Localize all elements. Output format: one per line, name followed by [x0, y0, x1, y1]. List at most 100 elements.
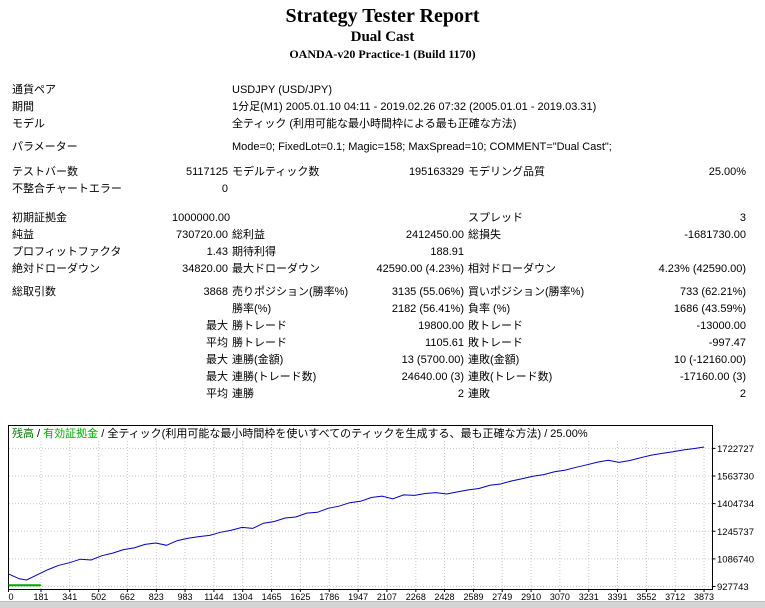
chart-caption-part: /: [34, 428, 43, 440]
stat-label: 買いポジション(勝率%): [468, 286, 585, 298]
stat-value: 0: [221, 183, 228, 195]
x-axis-label: 3552: [636, 592, 656, 601]
stat-label: 敗トレード: [468, 320, 523, 332]
stat-label: 連敗(トレード数): [468, 371, 553, 383]
stat-label: 売りポジション(勝率%): [232, 286, 349, 298]
chart-caption-part: 残高: [12, 426, 34, 440]
balance-chart-svg: 927743 1086740 1245737 1404734 1563730 172272…: [8, 425, 754, 601]
stat-label: [10, 386, 170, 403]
stat-label: USDJPY (USD/JPY): [232, 84, 333, 96]
server-info: OANDA-v20 Practice-1 (Build 1170): [289, 47, 476, 61]
stat-label: 敗トレード: [468, 337, 523, 349]
x-axis-label: 3873: [694, 592, 714, 601]
stat-label: Mode=0; FixedLot=0.1; Magic=158; MaxSpre…: [232, 141, 612, 153]
stat-value: 1.43: [206, 246, 228, 258]
chart-caption-part: / 全ティック(利用可能な最小時間枠を使いすべてのティックを生成する、最も正確な…: [98, 426, 588, 440]
x-axis-label: 2428: [435, 592, 455, 601]
stat-label: [10, 318, 170, 335]
chart-plot-area: [8, 425, 713, 590]
balance-line: [8, 446, 705, 581]
stat-label: 通貨ペア: [12, 84, 56, 96]
stat-value: [170, 301, 230, 318]
x-axis-label: 1625: [290, 592, 310, 601]
stat-label: [230, 181, 748, 198]
table-row: パラメーター Mode=0; FixedLot=0.1; Magic=158; M…: [10, 139, 748, 156]
stat-value: 188.91: [430, 246, 464, 258]
x-axis-label: 3231: [579, 592, 599, 601]
spacer-cell: [10, 156, 748, 164]
stat-value: 42590.00 (4.23%): [376, 263, 464, 275]
y-axis-label: 1086740: [717, 554, 754, 565]
stat-value: 3: [739, 212, 747, 224]
table-row: 平均 連勝 2 連敗 2: [10, 386, 748, 403]
stat-label: 総損失: [468, 229, 501, 241]
stat-label: 全ティック (利用可能な最小時間枠による最も正確な方法): [232, 118, 517, 130]
table-row: モデル 全ティック (利用可能な最小時間枠による最も正確な方法): [10, 116, 748, 133]
stats-table: 通貨ペア USDJPY (USD/JPY) 期間 1分足(M1) 2005.01.10…: [10, 82, 748, 403]
stat-value: -997.47: [708, 337, 747, 349]
stat-value: -17160.00 (3): [680, 371, 747, 383]
stat-label: スプレッド: [468, 212, 523, 224]
stat-label: モデリング品質: [468, 166, 545, 178]
spacer-row: [10, 156, 748, 164]
spacer-row: [10, 198, 748, 210]
stat-value: 3868: [203, 286, 228, 298]
x-axis-label: 181: [33, 592, 48, 601]
table-row: 総取引数 3868 売りポジション(勝率%) 3135 (55.06%) 買いポジション…: [10, 284, 748, 301]
stat-value: 34820.00: [182, 263, 228, 275]
x-axis-label: 2749: [492, 592, 512, 601]
stat-value: 2182 (56.41%): [391, 303, 464, 315]
x-axis-label: 662: [120, 592, 135, 601]
x-axis-label: 0: [8, 592, 13, 601]
stat-label: [10, 352, 170, 369]
stat-label: 期間: [12, 101, 34, 113]
x-axis-label: 1786: [319, 592, 339, 601]
x-axis-label: 823: [149, 592, 164, 601]
x-axis-label: 1465: [262, 592, 282, 601]
stat-label: [10, 369, 170, 386]
table-row: プロフィットファクタ 1.43 期待利得 188.91: [10, 244, 748, 261]
stat-label: テストバー数: [12, 166, 78, 178]
ea-name: Dual Cast: [350, 29, 415, 45]
horizontal-scrollbar[interactable]: [0, 601, 765, 608]
stat-label: 勝トレード: [232, 337, 287, 349]
stat-value: 19800.00: [418, 320, 464, 332]
stat-value: [370, 210, 466, 227]
stat-label: [466, 244, 613, 261]
table-row: 通貨ペア USDJPY (USD/JPY): [10, 82, 748, 99]
x-axis-label: 2910: [521, 592, 541, 601]
x-axis-label: 2107: [377, 592, 397, 601]
chart-caption-part: 有効証拠金: [43, 426, 98, 440]
balance-chart: 927743 1086740 1245737 1404734 1563730 172272…: [8, 425, 765, 601]
stat-label: 相対ドローダウン: [468, 263, 556, 275]
stat-label: 連敗: [468, 388, 490, 400]
stat-value: 195163329: [408, 166, 464, 178]
table-row: テストバー数 5117125 モデルティック数 195163329 モデリング品質 25.…: [10, 164, 748, 181]
stat-label: 総取引数: [12, 286, 56, 298]
stat-value: 2: [457, 388, 464, 400]
stat-label: 純益: [12, 229, 34, 241]
stat-value: 最大: [206, 371, 228, 383]
stat-value: 13 (5700.00): [401, 354, 464, 366]
stat-value: 最大: [206, 354, 228, 366]
stat-value: 733 (62.21%): [680, 286, 747, 298]
y-axis-label: 1563730: [717, 472, 754, 483]
y-axis-label: 1722727: [717, 444, 754, 455]
stat-label: 連勝(金額): [232, 354, 284, 366]
stat-value: 4.23% (42590.00): [658, 263, 747, 275]
stat-label: プロフィットファクタ: [12, 246, 122, 258]
stat-label: 最大ドローダウン: [232, 263, 320, 275]
stat-label: 勝トレード: [232, 320, 287, 332]
table-row: 最大 連勝(金額) 13 (5700.00) 連敗(金額) 10 (-12160.00): [10, 352, 748, 369]
stat-value: 3135 (55.06%): [391, 286, 464, 298]
stat-label: 不整合チャートエラー: [12, 183, 122, 195]
stat-value: 2412450.00: [405, 229, 464, 241]
x-axis-label: 2589: [463, 592, 483, 601]
stat-value: 24640.00 (3): [401, 371, 464, 383]
stat-label: [170, 139, 230, 156]
stat-value: -1681730.00: [684, 229, 747, 241]
stat-value: 1105.61: [425, 337, 464, 349]
stat-label: 期待利得: [232, 246, 276, 258]
table-row: 勝率(%) 2182 (56.41%) 負率 (%) 1686 (43.59%): [10, 301, 748, 318]
x-axis-label: 2268: [406, 592, 426, 601]
